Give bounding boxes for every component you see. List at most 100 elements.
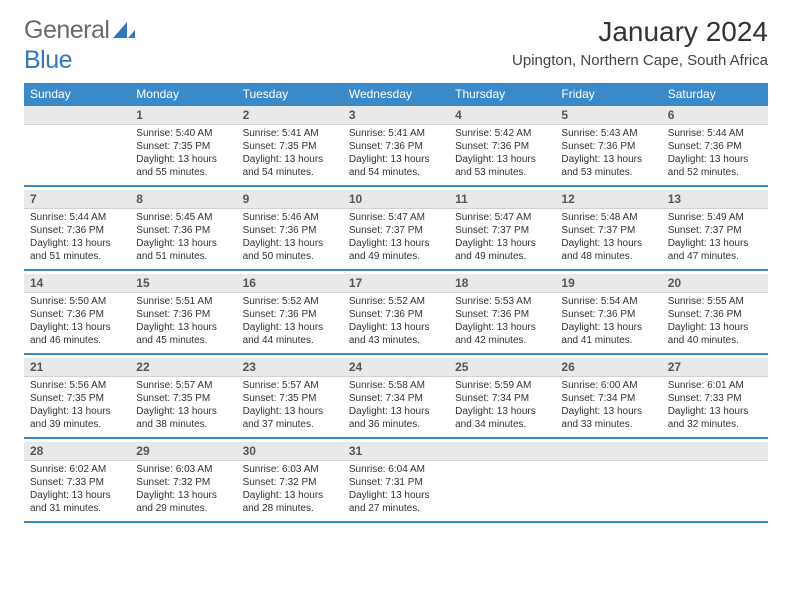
day-sunset: Sunset: 7:36 PM — [136, 308, 230, 321]
day-number: 7 — [24, 190, 130, 208]
day-sunrise: Sunrise: 5:59 AM — [455, 379, 549, 392]
day-sunset: Sunset: 7:36 PM — [30, 224, 124, 237]
day-sunrise: Sunrise: 5:52 AM — [243, 295, 337, 308]
day-cell-content: Sunrise: 5:57 AMSunset: 7:35 PMDaylight:… — [130, 377, 236, 437]
day-cell-content: Sunrise: 6:01 AMSunset: 7:33 PMDaylight:… — [662, 377, 768, 437]
day-cell-content: Sunrise: 5:47 AMSunset: 7:37 PMDaylight:… — [449, 209, 555, 269]
daynum-cell: 3 — [343, 106, 449, 125]
day-day1: Daylight: 13 hours — [349, 321, 443, 334]
day-sunrise: Sunrise: 5:47 AM — [455, 211, 549, 224]
weekday-header-row: Sunday Monday Tuesday Wednesday Thursday… — [24, 83, 768, 106]
day-sunset: Sunset: 7:34 PM — [455, 392, 549, 405]
daynum-cell: 10 — [343, 190, 449, 209]
daynum-cell: 16 — [237, 274, 343, 293]
day-number: 14 — [24, 274, 130, 292]
day-sunrise: Sunrise: 5:46 AM — [243, 211, 337, 224]
daynum-cell: 9 — [237, 190, 343, 209]
day-day1: Daylight: 13 hours — [455, 237, 549, 250]
location: Upington, Northern Cape, South Africa — [512, 52, 768, 69]
day-day1: Daylight: 13 hours — [561, 321, 655, 334]
day-day1: Daylight: 13 hours — [668, 153, 762, 166]
week-body-row: Sunrise: 5:50 AMSunset: 7:36 PMDaylight:… — [24, 293, 768, 355]
week-body-row: Sunrise: 5:40 AMSunset: 7:35 PMDaylight:… — [24, 125, 768, 187]
day-cell: Sunrise: 5:43 AMSunset: 7:36 PMDaylight:… — [555, 125, 661, 187]
day-cell-content: Sunrise: 6:04 AMSunset: 7:31 PMDaylight:… — [343, 461, 449, 521]
day-cell: Sunrise: 5:54 AMSunset: 7:36 PMDaylight:… — [555, 293, 661, 355]
day-day1: Daylight: 13 hours — [243, 237, 337, 250]
day-cell: Sunrise: 5:45 AMSunset: 7:36 PMDaylight:… — [130, 209, 236, 271]
day-number: 29 — [130, 442, 236, 460]
day-sunset: Sunset: 7:35 PM — [136, 140, 230, 153]
day-cell-content: Sunrise: 5:49 AMSunset: 7:37 PMDaylight:… — [662, 209, 768, 269]
day-sunrise: Sunrise: 5:51 AM — [136, 295, 230, 308]
day-cell: Sunrise: 5:46 AMSunset: 7:36 PMDaylight:… — [237, 209, 343, 271]
day-sunrise: Sunrise: 5:47 AM — [349, 211, 443, 224]
daynum-cell: 25 — [449, 358, 555, 377]
daynum-cell: 12 — [555, 190, 661, 209]
day-number: 23 — [237, 358, 343, 376]
day-sunset: Sunset: 7:36 PM — [243, 308, 337, 321]
day-sunrise: Sunrise: 6:01 AM — [668, 379, 762, 392]
weekday-header: Saturday — [662, 83, 768, 106]
daynum-cell: 26 — [555, 358, 661, 377]
daynum-row: 123456 — [24, 106, 768, 125]
day-day2: and 54 minutes. — [243, 166, 337, 179]
day-cell: Sunrise: 6:02 AMSunset: 7:33 PMDaylight:… — [24, 461, 130, 523]
day-sunset: Sunset: 7:36 PM — [561, 308, 655, 321]
daynum-cell: 15 — [130, 274, 236, 293]
day-day1: Daylight: 13 hours — [30, 405, 124, 418]
day-number: 5 — [555, 106, 661, 124]
weekday-header: Sunday — [24, 83, 130, 106]
day-day1: Daylight: 13 hours — [136, 321, 230, 334]
day-cell — [555, 461, 661, 523]
day-cell-content: Sunrise: 5:42 AMSunset: 7:36 PMDaylight:… — [449, 125, 555, 185]
day-sunset: Sunset: 7:34 PM — [349, 392, 443, 405]
daynum-cell: 28 — [24, 442, 130, 461]
day-number — [24, 106, 130, 122]
daynum-cell: 2 — [237, 106, 343, 125]
day-day2: and 44 minutes. — [243, 334, 337, 347]
day-day2: and 48 minutes. — [561, 250, 655, 263]
logo-sail-icon — [113, 22, 135, 40]
day-day1: Daylight: 13 hours — [349, 489, 443, 502]
header: General January 2024 Upington, Northern … — [0, 0, 792, 77]
day-number: 30 — [237, 442, 343, 460]
daynum-cell: 14 — [24, 274, 130, 293]
day-cell-content: Sunrise: 5:43 AMSunset: 7:36 PMDaylight:… — [555, 125, 661, 185]
day-cell: Sunrise: 5:52 AMSunset: 7:36 PMDaylight:… — [237, 293, 343, 355]
daynum-cell: 20 — [662, 274, 768, 293]
day-day1: Daylight: 13 hours — [30, 321, 124, 334]
day-sunrise: Sunrise: 6:03 AM — [243, 463, 337, 476]
day-cell-content: Sunrise: 5:41 AMSunset: 7:36 PMDaylight:… — [343, 125, 449, 185]
day-sunset: Sunset: 7:37 PM — [349, 224, 443, 237]
day-number: 19 — [555, 274, 661, 292]
day-cell-content: Sunrise: 5:54 AMSunset: 7:36 PMDaylight:… — [555, 293, 661, 353]
day-number: 22 — [130, 358, 236, 376]
day-number — [555, 442, 661, 458]
day-day1: Daylight: 13 hours — [136, 153, 230, 166]
day-number: 6 — [662, 106, 768, 124]
day-day2: and 53 minutes. — [561, 166, 655, 179]
day-number: 15 — [130, 274, 236, 292]
day-number: 9 — [237, 190, 343, 208]
daynum-cell: 30 — [237, 442, 343, 461]
day-cell-content: Sunrise: 5:48 AMSunset: 7:37 PMDaylight:… — [555, 209, 661, 269]
day-day2: and 46 minutes. — [30, 334, 124, 347]
daynum-cell — [24, 106, 130, 125]
day-cell-content — [449, 461, 555, 519]
day-day1: Daylight: 13 hours — [243, 405, 337, 418]
weekday-header: Friday — [555, 83, 661, 106]
day-cell-content: Sunrise: 6:00 AMSunset: 7:34 PMDaylight:… — [555, 377, 661, 437]
day-number: 27 — [662, 358, 768, 376]
daynum-cell: 23 — [237, 358, 343, 377]
daynum-cell: 11 — [449, 190, 555, 209]
daynum-cell: 21 — [24, 358, 130, 377]
month-title: January 2024 — [512, 16, 768, 48]
day-cell: Sunrise: 5:58 AMSunset: 7:34 PMDaylight:… — [343, 377, 449, 439]
day-sunset: Sunset: 7:35 PM — [243, 392, 337, 405]
day-sunrise: Sunrise: 5:55 AM — [668, 295, 762, 308]
day-day2: and 33 minutes. — [561, 418, 655, 431]
day-sunset: Sunset: 7:35 PM — [136, 392, 230, 405]
day-cell: Sunrise: 5:57 AMSunset: 7:35 PMDaylight:… — [130, 377, 236, 439]
day-day1: Daylight: 13 hours — [243, 321, 337, 334]
